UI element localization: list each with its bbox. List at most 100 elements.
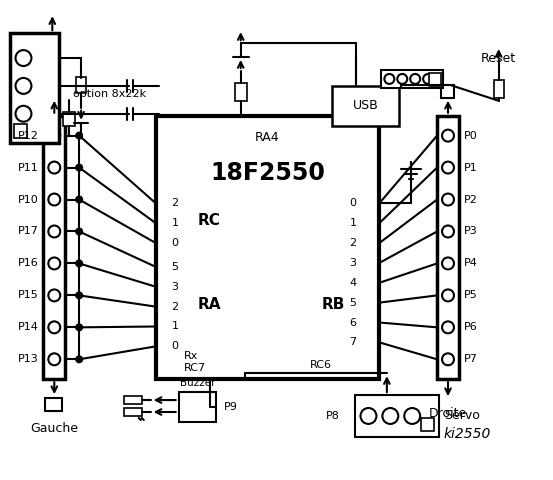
Circle shape xyxy=(76,132,82,139)
Circle shape xyxy=(48,289,60,301)
Text: P16: P16 xyxy=(18,258,38,268)
Text: P8: P8 xyxy=(326,411,340,421)
Circle shape xyxy=(384,74,394,84)
Text: P3: P3 xyxy=(464,227,478,237)
Text: P17: P17 xyxy=(18,227,38,237)
Circle shape xyxy=(361,408,377,424)
Circle shape xyxy=(442,226,454,238)
Circle shape xyxy=(48,193,60,205)
Text: 2: 2 xyxy=(349,238,357,248)
Text: P7: P7 xyxy=(464,354,478,364)
Text: 1: 1 xyxy=(349,218,357,228)
Circle shape xyxy=(48,130,60,142)
Circle shape xyxy=(15,106,32,122)
Text: 0: 0 xyxy=(349,198,357,208)
Text: P10: P10 xyxy=(18,194,38,204)
Bar xyxy=(9,33,59,143)
Text: 4: 4 xyxy=(349,278,357,288)
Circle shape xyxy=(442,162,454,174)
Text: P9: P9 xyxy=(225,402,238,412)
Text: option 8x22k: option 8x22k xyxy=(73,89,147,99)
Text: P15: P15 xyxy=(18,290,38,300)
Bar xyxy=(43,116,65,379)
Bar xyxy=(429,73,441,86)
Circle shape xyxy=(76,228,82,234)
Text: P6: P6 xyxy=(464,323,478,332)
Circle shape xyxy=(48,162,60,174)
Circle shape xyxy=(442,130,454,142)
Bar xyxy=(354,395,439,437)
Text: Rx: Rx xyxy=(184,351,198,361)
Circle shape xyxy=(423,74,433,84)
Circle shape xyxy=(442,322,454,333)
Circle shape xyxy=(76,356,82,362)
Bar xyxy=(437,116,459,379)
Text: RA: RA xyxy=(197,297,221,312)
Text: 5: 5 xyxy=(171,262,179,272)
Bar xyxy=(124,408,142,416)
Text: 3: 3 xyxy=(349,258,357,268)
Circle shape xyxy=(15,50,32,66)
Text: 6: 6 xyxy=(349,317,357,327)
Text: 2: 2 xyxy=(171,198,179,208)
Text: P4: P4 xyxy=(464,258,478,268)
Circle shape xyxy=(48,257,60,269)
Bar xyxy=(76,77,86,93)
Text: 1: 1 xyxy=(171,218,179,228)
Text: Buzzer: Buzzer xyxy=(180,378,215,388)
Text: P1: P1 xyxy=(464,163,478,173)
Bar xyxy=(441,85,454,98)
Text: RC6: RC6 xyxy=(310,360,332,370)
Circle shape xyxy=(76,196,82,203)
Text: RB: RB xyxy=(322,297,345,312)
Bar xyxy=(234,83,247,101)
Text: RA4: RA4 xyxy=(255,131,280,144)
Text: 0: 0 xyxy=(171,341,179,351)
Bar xyxy=(45,398,62,411)
Text: Reset: Reset xyxy=(481,51,517,64)
Text: P12: P12 xyxy=(18,131,38,141)
Circle shape xyxy=(382,408,398,424)
Circle shape xyxy=(76,324,82,330)
Text: P13: P13 xyxy=(18,354,38,364)
Bar xyxy=(179,392,216,422)
Circle shape xyxy=(442,193,454,205)
Text: RC: RC xyxy=(197,213,220,228)
Text: ki2550: ki2550 xyxy=(443,427,491,441)
Text: Droite: Droite xyxy=(429,408,467,420)
Circle shape xyxy=(15,78,32,94)
Text: P2: P2 xyxy=(464,194,478,204)
Circle shape xyxy=(404,408,420,424)
Text: P11: P11 xyxy=(18,163,38,173)
Circle shape xyxy=(48,226,60,238)
Text: P14: P14 xyxy=(18,323,38,332)
Circle shape xyxy=(442,353,454,365)
Text: P5: P5 xyxy=(464,290,478,300)
Text: 18F2550: 18F2550 xyxy=(210,161,325,185)
Circle shape xyxy=(76,292,82,299)
Text: 3: 3 xyxy=(171,282,179,292)
Text: USB: USB xyxy=(353,99,378,112)
Bar xyxy=(124,396,142,404)
Circle shape xyxy=(442,257,454,269)
Circle shape xyxy=(397,74,407,84)
Circle shape xyxy=(76,261,82,266)
Text: 7: 7 xyxy=(349,337,357,348)
Text: 1: 1 xyxy=(171,322,179,332)
Text: P0: P0 xyxy=(464,131,478,141)
Bar xyxy=(156,116,379,379)
Circle shape xyxy=(410,74,420,84)
Bar xyxy=(421,418,434,431)
Bar xyxy=(63,112,75,126)
Bar xyxy=(13,124,28,138)
Bar xyxy=(382,70,443,88)
Bar xyxy=(332,86,399,126)
Circle shape xyxy=(76,165,82,170)
Text: 2: 2 xyxy=(171,301,179,312)
Circle shape xyxy=(442,289,454,301)
Circle shape xyxy=(48,322,60,333)
Circle shape xyxy=(48,353,60,365)
Bar xyxy=(494,80,504,98)
Text: Gauche: Gauche xyxy=(30,422,79,435)
Text: RC7: RC7 xyxy=(184,363,206,373)
